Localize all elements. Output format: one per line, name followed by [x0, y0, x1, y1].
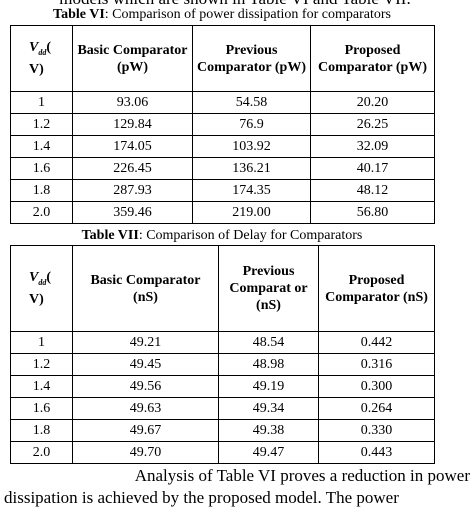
table-caption: Table VI: Comparison of power dissipatio…: [0, 7, 444, 23]
caption-label: Table VII: [81, 228, 139, 243]
cell: 174.05: [72, 135, 193, 158]
body-line: Analysis of Table VI proves a reduction …: [134, 466, 470, 485]
symbol: V: [29, 40, 39, 56]
row: 1.8 49.67 49.38 0.330: [10, 419, 435, 442]
row: 1.2 49.45 48.98 0.316: [10, 353, 435, 376]
cell: 287.93: [72, 179, 193, 202]
cell: 49.38: [218, 419, 319, 442]
cell: 2.0: [10, 201, 73, 224]
cell: 56.80: [310, 201, 435, 224]
symbol-tail: (: [46, 40, 52, 56]
unit: V): [29, 61, 44, 77]
cell: 20.20: [310, 91, 435, 114]
cell: 49.47: [218, 441, 319, 464]
row: 1.4 174.05 103.92 32.09: [10, 135, 435, 158]
header-cell: Previous Comparat or (nS): [218, 245, 319, 332]
cell: 1.2: [10, 353, 73, 376]
cell: 49.63: [72, 397, 219, 420]
cell: 0.300: [318, 375, 435, 398]
symbol-tail: (: [46, 270, 52, 286]
cell: 0.442: [318, 331, 435, 354]
row: 1 93.06 54.58 20.20: [10, 91, 435, 114]
subscript: dd: [38, 47, 47, 57]
caption-label: Table VI: [53, 7, 105, 22]
cell: 49.19: [218, 375, 319, 398]
table: Vdd(V) Basic Comparator (pW) Previous Comp…: [10, 25, 435, 224]
row: 2.0 49.70 49.47 0.443: [10, 441, 435, 464]
cell: 174.35: [192, 179, 311, 202]
cell: 49.21: [72, 331, 219, 354]
cell: 0.443: [318, 441, 435, 464]
cell: 1.2: [10, 113, 73, 136]
header-cell: Proposed Comparator (nS): [318, 245, 435, 332]
cell: 0.316: [318, 353, 435, 376]
cell: 1.6: [10, 397, 73, 420]
cell: 54.58: [192, 91, 311, 114]
cell: 1: [10, 91, 73, 114]
cell: 226.45: [72, 157, 193, 180]
cell: 32.09: [310, 135, 435, 158]
row: 1.4 49.56 49.19 0.300: [10, 375, 435, 398]
cell: 93.06: [72, 91, 193, 114]
symbol: V: [29, 270, 39, 286]
cell: 103.92: [192, 135, 311, 158]
cell: 1.8: [10, 179, 73, 202]
cell: 1: [10, 331, 73, 354]
header-row: Vdd(V) Basic Comparator (pW) Previous Comp…: [10, 25, 435, 92]
cell: 40.17: [310, 157, 435, 180]
cell: 48.12: [310, 179, 435, 202]
cell: 136.21: [192, 157, 311, 180]
header-cell: Basic Comparator (pW): [72, 25, 193, 92]
cell: 49.34: [218, 397, 319, 420]
header-cell: Vdd(V): [10, 245, 73, 332]
cell: 1.8: [10, 419, 73, 442]
table: Vdd(V) Basic Comparator (nS) Previous Comp…: [10, 245, 435, 464]
caption-text: : Comparison of power dissipation for co…: [104, 7, 391, 22]
cell: 1.6: [10, 157, 73, 180]
row: 1 49.21 48.54 0.442: [10, 331, 435, 354]
cell: 2.0: [10, 441, 73, 464]
cell: 48.98: [218, 353, 319, 376]
header-cell: Proposed Comparator (pW): [310, 25, 435, 92]
cell: 129.84: [72, 113, 193, 136]
cell: 359.46: [72, 201, 193, 224]
unit: V): [29, 291, 44, 307]
header-cell: Vdd(V): [10, 25, 73, 92]
cell: 1.4: [10, 375, 73, 398]
cell: 48.54: [218, 331, 319, 354]
cell: 0.330: [318, 419, 435, 442]
cell: 76.9: [192, 113, 311, 136]
row: 1.6 49.63 49.34 0.264: [10, 397, 435, 420]
row: 2.0 359.46 219.00 56.80: [10, 201, 435, 224]
cell: 0.264: [318, 397, 435, 420]
header-cell: Basic Comparator (nS): [72, 245, 219, 332]
subscript: dd: [38, 277, 47, 287]
caption-text: : Comparison of Delay for Comparators: [138, 228, 363, 243]
cell: 49.70: [72, 441, 219, 464]
body-line: dissipation is achieved by the proposed …: [4, 488, 399, 507]
cell: 26.25: [310, 113, 435, 136]
cell: 49.45: [72, 353, 219, 376]
row: 1.6 226.45 136.21 40.17: [10, 157, 435, 180]
row: 1.8 287.93 174.35 48.12: [10, 179, 435, 202]
cell: 1.4: [10, 135, 73, 158]
row: 1.2 129.84 76.9 26.25: [10, 113, 435, 136]
intro-line: models which are shown in Table VI and T…: [0, 0, 470, 9]
header-row: Vdd(V) Basic Comparator (nS) Previous Comp…: [10, 245, 435, 332]
cell: 219.00: [192, 201, 311, 224]
table-caption: Table VII: Comparison of Delay for Compa…: [0, 228, 444, 244]
cell: 49.67: [72, 419, 219, 442]
cell: 49.56: [72, 375, 219, 398]
header-cell: Previous Comparator (pW): [192, 25, 311, 92]
